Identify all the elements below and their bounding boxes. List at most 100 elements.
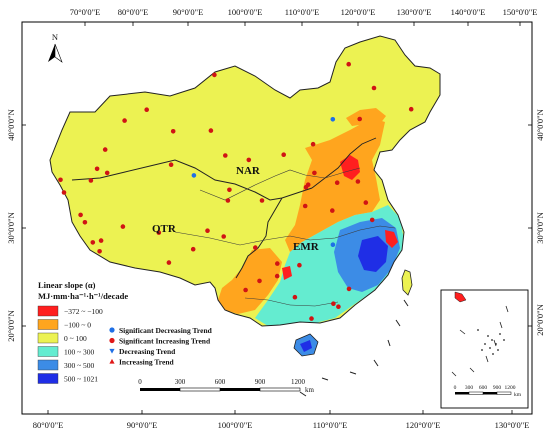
station-marker: [256, 80, 259, 82]
station-marker: [413, 68, 416, 71]
river-pearl: [244, 297, 339, 307]
legend-swatch: [37, 332, 59, 344]
right-lat-label: 40°0'0"N: [535, 109, 545, 141]
left-lat-label: 30°0'0"N: [6, 212, 16, 244]
inset-scale-tick: 0: [454, 385, 457, 391]
station-marker: [149, 238, 151, 241]
station-marker: [61, 190, 67, 195]
inset-coastline: [454, 291, 467, 303]
station-marker: [353, 290, 355, 293]
station-marker: [330, 242, 336, 247]
station-marker: [286, 291, 288, 294]
station-marker: [346, 61, 352, 67]
station-marker: [190, 246, 196, 252]
station-marker: [201, 203, 204, 206]
station-marker: [168, 108, 171, 111]
station-marker: [310, 141, 316, 147]
top-longitude-labels: 70°0'0"E 80°0'0"E 90°0'0"E 100°0'0"E 110…: [70, 7, 538, 17]
scale-tick-label: 1200: [291, 378, 306, 386]
station-marker: [345, 123, 348, 126]
station-marker: [270, 123, 273, 125]
station-marker: [198, 236, 201, 239]
station-marker: [351, 77, 354, 80]
inset-scale-tick: 600: [479, 385, 488, 391]
station-marker: [394, 110, 397, 112]
legend-symbol-label: Decreasing Trend: [119, 347, 176, 356]
top-lon-label: 120°0'0"E: [341, 7, 376, 17]
station-marker: [221, 234, 226, 239]
top-lon-label: 150°0'0"E: [503, 7, 538, 17]
station-marker: [363, 200, 369, 205]
top-lon-label: 70°0'0"E: [70, 7, 101, 17]
station-marker: [257, 278, 262, 284]
top-lon-label: 90°0'0"E: [173, 7, 204, 17]
triangle-down-icon: [109, 348, 115, 354]
station-marker: [302, 203, 308, 209]
right-lat-label: 30°0'0"N: [535, 212, 545, 244]
station-marker: [217, 103, 220, 105]
circle-icon: [109, 337, 115, 344]
top-lon-label: 130°0'0"E: [397, 7, 432, 17]
region-label-nar: NAR: [236, 165, 261, 177]
top-lon-label: 100°0'0"E: [228, 7, 263, 17]
inset-map: 0 300 600 900 1200 km: [440, 289, 529, 409]
top-lon-label: 80°0'0"E: [118, 7, 149, 17]
station-symbols: [49, 46, 416, 321]
station-marker: [336, 304, 341, 310]
station-marker: [113, 118, 116, 120]
region-label-qtr: QTR: [152, 223, 177, 235]
station-marker: [188, 111, 191, 113]
bottom-lon-label: 110°0'0"E: [313, 420, 348, 430]
inset-scale-tick: 900: [493, 385, 502, 391]
right-lat-label: 20°0'0"N: [535, 304, 545, 336]
station-marker: [78, 212, 83, 218]
station-marker: [246, 157, 252, 163]
region-label-emr: EMR: [293, 241, 320, 253]
station-marker: [90, 240, 96, 245]
station-marker: [107, 124, 109, 126]
frame-ticks: [22, 22, 532, 414]
inset-islands: [477, 329, 505, 355]
river-yellow: [199, 167, 361, 201]
station-marker: [331, 301, 336, 307]
station-marker: [397, 115, 400, 117]
scale-tick-label: 900: [255, 378, 266, 386]
station-marker: [205, 228, 210, 233]
station-marker: [360, 77, 362, 79]
legend-symbol-item: Increasing Trend: [109, 357, 174, 366]
left-lat-label: 20°0'0"N: [6, 310, 16, 342]
station-marker: [281, 152, 287, 157]
inset-scale-tick: 1200: [505, 385, 516, 391]
station-marker: [94, 166, 100, 172]
top-lon-label: 140°0'0"E: [451, 7, 486, 17]
circle-icon: [109, 327, 115, 333]
legend-symbols: Significant Decreasing TrendSignificant …: [109, 326, 213, 366]
station-marker: [332, 68, 334, 70]
zone-minus372-minus100: [385, 230, 398, 248]
scale-unit: km: [305, 386, 315, 394]
station-marker: [355, 179, 361, 184]
river-yangtze: [174, 225, 396, 246]
boundary-nar-emr: [311, 137, 377, 189]
station-marker: [254, 311, 256, 314]
legend-class-item: −100 ~ 0: [37, 319, 91, 330]
station-marker: [91, 125, 94, 128]
station-marker: [208, 128, 214, 133]
station-marker: [156, 140, 158, 143]
legend-class-item: 300 ~ 500: [37, 359, 95, 371]
station-marker: [195, 192, 198, 194]
station-marker: [259, 198, 265, 203]
station-marker: [369, 217, 375, 223]
station-marker: [275, 261, 280, 266]
station-marker: [334, 180, 340, 185]
inset-dashes: [451, 305, 509, 377]
bottom-lon-label: 80°0'0"E: [33, 420, 64, 430]
legend-swatch: [37, 373, 59, 384]
legend-title-line2: MJ·mm·ha⁻¹·h⁻¹/decade: [38, 291, 128, 301]
legend-classes: −372 ~ −100 −100 ~ 0 0 ~ 100 100 ~ 300 300 ~…: [37, 305, 103, 384]
legend: Linear slope (α) MJ·mm·ha⁻¹·h⁻¹/decade −…: [37, 280, 213, 384]
station-marker: [97, 249, 102, 254]
station-marker: [338, 101, 340, 104]
station-marker: [82, 220, 88, 225]
inset-scale-tick: 300: [465, 385, 474, 391]
